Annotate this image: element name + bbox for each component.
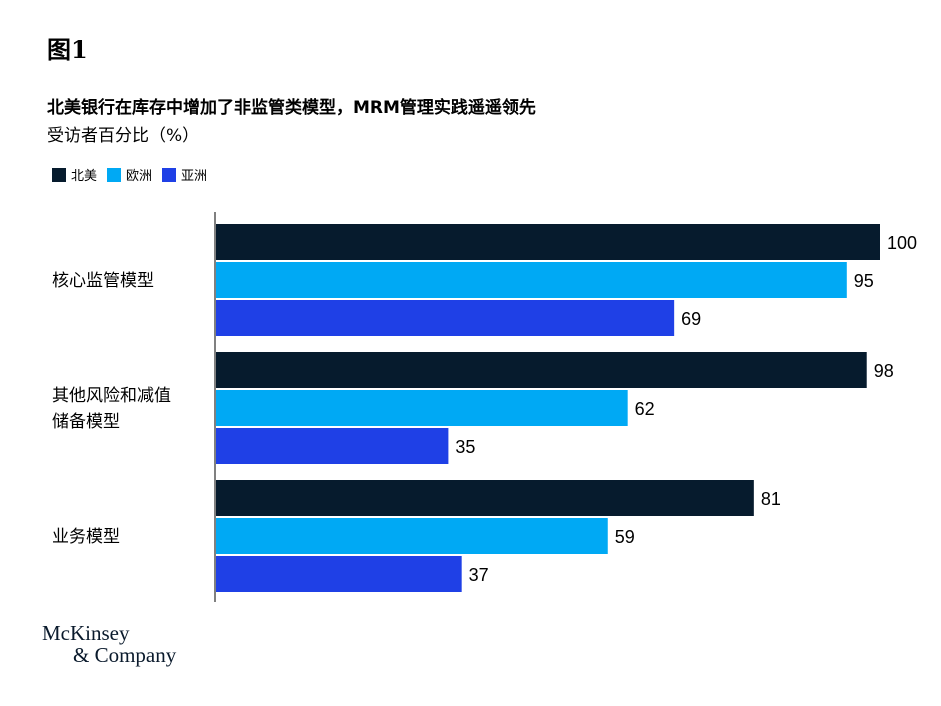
figure-label: 图1 <box>47 35 88 64</box>
bar <box>216 224 880 260</box>
category-label: 储备模型 <box>52 412 120 432</box>
bar <box>216 262 847 298</box>
legend-label: 北美 <box>71 169 98 184</box>
category-label: 其他风险和减值 <box>52 386 171 406</box>
data-label: 95 <box>854 271 874 291</box>
bar <box>216 390 628 426</box>
legend-swatch <box>162 167 177 182</box>
bar <box>216 352 867 388</box>
mckinsey-logo: McKinsey & Company <box>42 622 176 666</box>
data-label: 62 <box>635 399 655 419</box>
bar <box>216 518 608 554</box>
legend-item-asia: 亚洲 <box>162 165 207 184</box>
data-label: 98 <box>874 361 894 381</box>
chart-subtitle: 受访者百分比（%） <box>47 126 200 146</box>
bar <box>216 556 462 592</box>
data-label: 69 <box>681 309 701 329</box>
legend-swatch <box>107 167 122 182</box>
data-label: 59 <box>615 527 635 547</box>
category-label: 核心监管模型 <box>52 271 154 291</box>
legend-item-north-america: 北美 <box>52 165 97 184</box>
bar <box>216 428 449 464</box>
logo-line-1: McKinsey <box>42 621 130 645</box>
category-label: 业务模型 <box>52 527 120 547</box>
bar <box>216 480 754 516</box>
data-label: 81 <box>761 489 781 509</box>
data-label: 35 <box>455 437 475 457</box>
legend: 北美 欧洲 亚洲 <box>52 165 207 184</box>
legend-label: 欧洲 <box>126 169 153 184</box>
legend-swatch <box>52 167 66 182</box>
data-label: 100 <box>887 233 917 253</box>
chart-title: 北美银行在库存中增加了非监管类模型，MRM管理实践遥遥领先 <box>47 98 536 118</box>
data-label: 37 <box>469 565 489 585</box>
logo-line-2: & Company <box>73 643 177 667</box>
legend-label: 亚洲 <box>181 169 208 184</box>
legend-item-europe: 欧洲 <box>107 165 152 184</box>
bar <box>216 300 675 336</box>
